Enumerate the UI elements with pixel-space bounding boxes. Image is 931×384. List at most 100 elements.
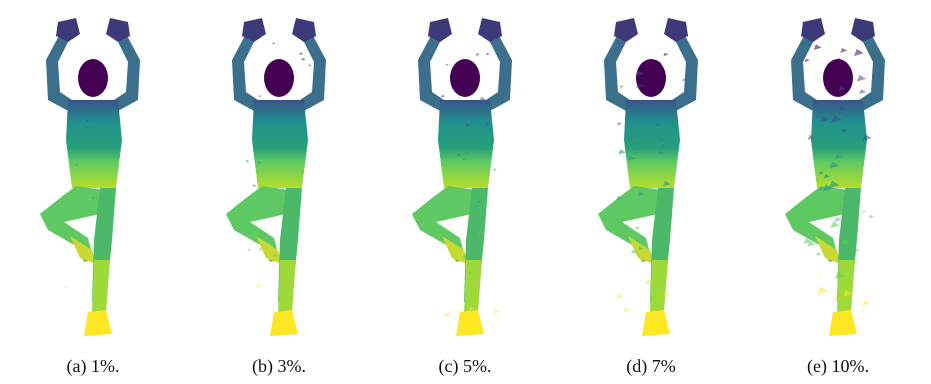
mesh-noise-facet	[834, 216, 842, 223]
torso	[252, 100, 308, 188]
mesh-noise-facet	[659, 143, 666, 149]
mesh-noise-facet	[862, 210, 867, 214]
mesh-noise-facet	[843, 239, 851, 245]
mesh-noise-facet	[465, 122, 472, 127]
mesh-noise-facet	[822, 184, 834, 192]
mesh-noise-facet	[616, 294, 623, 299]
mesh-render	[412, 18, 512, 336]
left-hand	[242, 18, 266, 42]
bent-foot	[815, 236, 841, 264]
right-arm	[859, 30, 885, 112]
mesh-noise-facet	[445, 63, 449, 66]
bent-leg	[40, 186, 104, 262]
mesh-noise-facet	[637, 245, 645, 251]
mesh-noise-facet	[486, 52, 490, 56]
mesh-noise-facet	[272, 253, 278, 257]
mesh-noise-facet	[467, 270, 474, 275]
mesh-noise-facet	[663, 52, 669, 57]
mesh-noise-facet	[623, 307, 630, 312]
mesh-noise-facet	[628, 232, 634, 237]
mesh-noise-facet	[475, 53, 480, 56]
right-arm	[114, 30, 140, 112]
torso	[624, 100, 680, 188]
left-arm	[46, 30, 72, 112]
mesh-noise-facet	[64, 286, 68, 289]
mesh-noise-facet	[456, 152, 462, 157]
right-hand	[106, 18, 130, 42]
bent-leg	[785, 186, 849, 262]
right-hand	[292, 18, 316, 42]
mesh-noise-facet	[818, 171, 825, 175]
mesh-noise-facet	[862, 300, 870, 306]
head	[823, 59, 853, 97]
right-arm	[672, 30, 698, 112]
standing-shin	[464, 260, 482, 314]
mesh-noise-facet	[617, 122, 622, 126]
mesh-noise-facet	[828, 180, 840, 189]
mesh-noise-facet	[653, 59, 663, 66]
mesh-render	[40, 18, 140, 336]
mesh-noise-facet	[256, 283, 262, 288]
mesh-render	[226, 18, 326, 336]
mesh-noise-facet	[627, 155, 635, 161]
mesh-noise-facet	[479, 96, 487, 102]
mesh-noise-facet	[635, 225, 641, 230]
head	[450, 59, 480, 97]
left-hand	[428, 18, 452, 42]
left-arm	[791, 30, 817, 112]
standing-shin	[837, 260, 855, 314]
standing-shin	[650, 260, 668, 314]
mesh-render	[785, 18, 885, 336]
mesh-noise-facet	[656, 123, 660, 126]
standing-foot	[84, 310, 112, 336]
mesh-noise-facet	[633, 141, 640, 146]
mesh-noise-facet	[637, 191, 644, 196]
mesh-noise-facet	[478, 230, 485, 235]
mesh-render	[598, 18, 698, 336]
mesh-noise-facet	[820, 115, 830, 123]
panel-caption: (e) 10%.	[807, 356, 869, 376]
mesh-noise-facet	[635, 70, 644, 77]
mesh-noise-facet	[493, 168, 497, 171]
mesh-noise-facet	[247, 248, 252, 252]
right-arm	[300, 30, 326, 112]
mesh-noise-facet	[835, 273, 839, 277]
mesh-noise-facet	[252, 184, 257, 188]
panel-caption: (c) 5%.	[438, 356, 492, 376]
mesh-noise-facet	[640, 84, 644, 87]
mesh-noise-facet	[662, 180, 671, 187]
mesh-noise-facet	[829, 161, 840, 169]
mesh-noise-facet	[804, 58, 810, 62]
mesh-noise-facet	[486, 143, 490, 147]
figure-panel-1: (a) 1%.	[0, 0, 186, 384]
mesh-noise-facet	[258, 247, 263, 251]
standing-foot	[270, 310, 298, 336]
mesh-noise-facet	[842, 128, 848, 133]
mesh-noise-facet	[440, 94, 446, 98]
mesh-noise-facet	[245, 159, 250, 163]
left-hand	[614, 18, 638, 42]
mesh-noise-facet	[468, 306, 475, 311]
torso	[438, 100, 494, 188]
mesh-noise-facet	[868, 214, 875, 219]
standing-shin	[92, 260, 110, 314]
mesh-noise-facet	[308, 64, 312, 67]
mesh-noise-facet	[657, 137, 666, 144]
mesh-noise-facet	[822, 236, 828, 241]
bent-leg	[226, 186, 290, 262]
bent-foot	[256, 236, 282, 264]
mesh-noise-facet	[817, 286, 828, 295]
mesh-noise-facet	[823, 174, 831, 179]
mesh-noise-facet	[462, 158, 466, 161]
mesh-noise-facet	[836, 57, 842, 62]
mesh-noise-facet	[682, 78, 687, 82]
mesh-noise-facet	[272, 42, 276, 45]
mesh-noise-facet	[817, 273, 822, 276]
figure-panel-3: (c) 5%.	[372, 0, 558, 384]
left-hand	[56, 18, 80, 42]
panel-caption: (d) 7%	[626, 356, 676, 376]
mesh-noise-facet	[299, 52, 304, 56]
torso	[66, 100, 122, 188]
right-hand	[851, 18, 875, 42]
mesh-noise-facet	[619, 85, 624, 88]
